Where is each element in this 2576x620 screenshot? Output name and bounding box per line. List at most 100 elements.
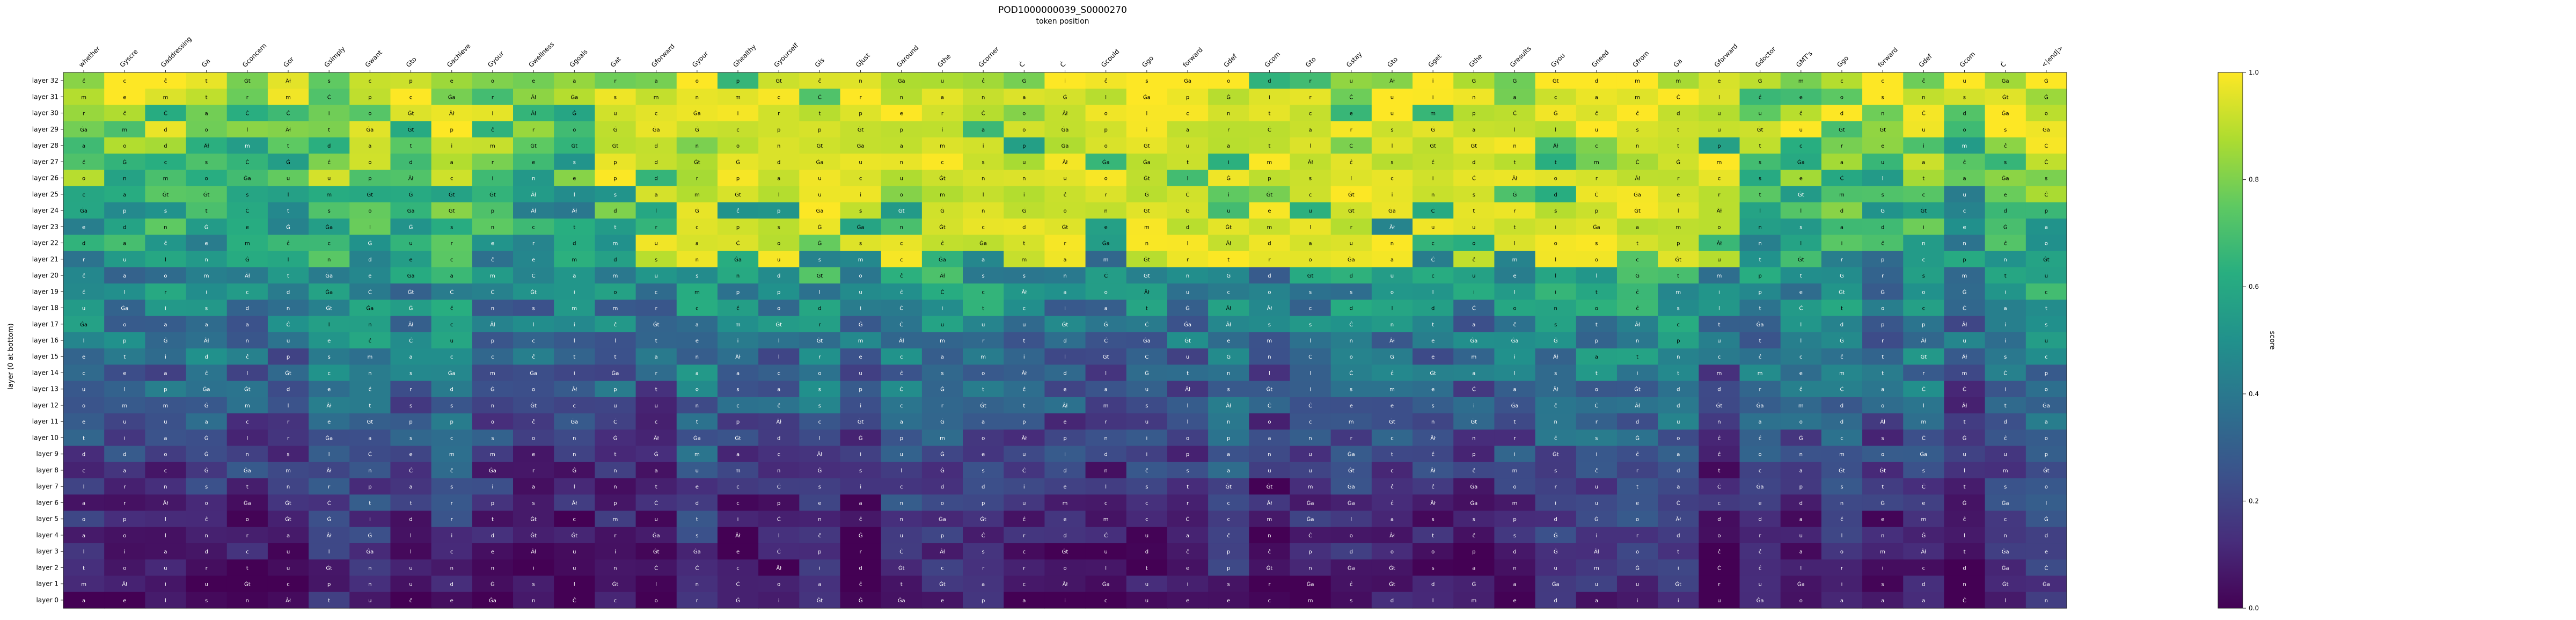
heatmap-cell-label: Ċ (1349, 142, 1353, 149)
heatmap-cell-label: ĉ (491, 127, 494, 133)
heatmap-cell (635, 137, 677, 154)
heatmap-cell-label: a (655, 192, 658, 198)
heatmap-cell-label: Ġ (1963, 499, 1967, 506)
heatmap-cell-label: e (1963, 224, 1966, 230)
heatmap-cell-label: i (1555, 289, 1556, 295)
heatmap-cell (2025, 72, 2067, 89)
heatmap-cell (554, 170, 595, 187)
heatmap-cell-label: e (1513, 273, 1516, 279)
heatmap-cell-label: Ċ (1922, 110, 1926, 117)
heatmap-cell (513, 72, 554, 89)
heatmap-cell-label: c (736, 403, 740, 409)
heatmap-cell-label: i (1841, 241, 1843, 247)
heatmap-cell (1330, 154, 1372, 171)
heatmap-cell (1453, 137, 1495, 154)
heatmap-cell-label: d (777, 159, 780, 165)
heatmap-cell-label: Ġa (244, 467, 251, 474)
heatmap-cell-label: t (328, 598, 330, 604)
heatmap-cell-label: o (859, 273, 862, 279)
heatmap-cell-label: Ġt (408, 126, 414, 133)
heatmap-cell-label: p (859, 111, 862, 117)
heatmap-cell-label: l (1309, 143, 1311, 149)
heatmap-cell-label: n (1922, 241, 1925, 247)
heatmap-cell-label: c (532, 224, 535, 230)
heatmap-cell-label: Âł (122, 581, 127, 588)
heatmap-cell-label: c (1922, 192, 1926, 198)
heatmap-cell (145, 137, 187, 154)
heatmap-cell-label: Ġt (244, 581, 251, 588)
heatmap-cell-label: l (369, 224, 371, 230)
heatmap-cell-label: ĉ (1636, 305, 1639, 312)
heatmap-cell-label: l (165, 598, 166, 604)
heatmap-cell-label: Ġt (367, 191, 374, 198)
heatmap-cell (145, 186, 187, 203)
heatmap-cell-label: o (123, 322, 126, 328)
heatmap-cell-label: d (409, 517, 412, 523)
heatmap-cell-label: p (941, 533, 944, 539)
heatmap-cell (2025, 121, 2067, 138)
heatmap-cell-label: c (1431, 273, 1435, 279)
heatmap-cell-label: m (1308, 598, 1313, 604)
heatmap-cell (1658, 72, 1699, 89)
heatmap-cell-label: s (2004, 127, 2007, 133)
heatmap-cell-label: u (1595, 484, 1598, 490)
heatmap-cell-label: ĉ (1227, 533, 1230, 539)
heatmap-cell-label: r (492, 94, 494, 100)
heatmap-cell-label: l (1146, 111, 1147, 117)
x-tick-label: Gcorner (977, 45, 1000, 69)
heatmap-cell-label: e (736, 549, 740, 555)
heatmap-cell (1658, 154, 1699, 171)
heatmap-cell-label: d (1677, 403, 1680, 409)
heatmap-cell-label: i (451, 533, 452, 539)
heatmap-cell (2025, 105, 2067, 122)
heatmap-cell-label: o (123, 143, 126, 149)
heatmap-cell-label: d (818, 306, 821, 312)
heatmap-cell-label: Ċ (164, 110, 167, 117)
heatmap-cell-label: Ġt (367, 418, 374, 425)
heatmap-cell-label: o (777, 582, 780, 588)
heatmap-cell-label: u (1677, 419, 1680, 425)
x-tick-label: Gaddressing (159, 35, 193, 69)
heatmap-cell (1371, 105, 1413, 122)
heatmap-cell-label: t (1473, 208, 1475, 214)
heatmap-cell-label: Âł (326, 402, 332, 409)
heatmap-cell-label: t (1636, 241, 1638, 247)
heatmap-cell-label: i (124, 549, 126, 555)
heatmap-cell (799, 186, 841, 203)
heatmap-cell-label: Ġa (2002, 77, 2009, 84)
heatmap-cell-label: s (328, 78, 331, 84)
heatmap-cell-label: s (696, 533, 698, 539)
heatmap-cell-label: p (1022, 419, 1026, 425)
heatmap-cell-label: m (1512, 500, 1518, 506)
heatmap-cell-label: a (1227, 468, 1230, 474)
heatmap-cell-label: o (368, 159, 371, 165)
heatmap-cell-label: i (819, 565, 821, 571)
heatmap-cell-label: ĉ (1350, 159, 1353, 165)
heatmap-cell-label: Âł (1063, 110, 1068, 117)
heatmap-cell-label: l (1064, 354, 1066, 360)
heatmap-cell-label: Ċ (2044, 191, 2048, 198)
heatmap-cell-label: c (941, 159, 944, 165)
heatmap-cell-label: t (655, 338, 657, 344)
heatmap-cell-label: d (1922, 582, 1925, 588)
heatmap-cell-label: s (409, 403, 412, 409)
x-tick-label: Ggoals (568, 48, 589, 69)
heatmap-cell-label: e (1063, 484, 1066, 490)
heatmap-cell-label: Ġ (654, 451, 658, 458)
heatmap-cell (1699, 137, 1740, 154)
heatmap-cell-label: u (1963, 192, 1966, 198)
heatmap-cell-label: a (164, 322, 167, 328)
heatmap-cell (1616, 89, 1658, 106)
heatmap-cell (2025, 186, 2067, 203)
heatmap-cell-label: n (1145, 241, 1148, 247)
heatmap-cell-label: Ġt (1879, 126, 1886, 133)
heatmap-cell-label: o (1104, 143, 1108, 149)
heatmap-cell (1699, 72, 1740, 89)
y-tick-label: layer 13 (32, 385, 58, 393)
heatmap-cell-label: Ġ (1554, 532, 1558, 539)
heatmap-cell-label: ĉ (2004, 143, 2007, 149)
heatmap-cell-label: d (1268, 241, 1271, 247)
heatmap-cell-label: Ġt (1144, 207, 1150, 214)
heatmap-cell-label: d (409, 159, 412, 165)
heatmap-cell-label: a (1391, 517, 1394, 523)
